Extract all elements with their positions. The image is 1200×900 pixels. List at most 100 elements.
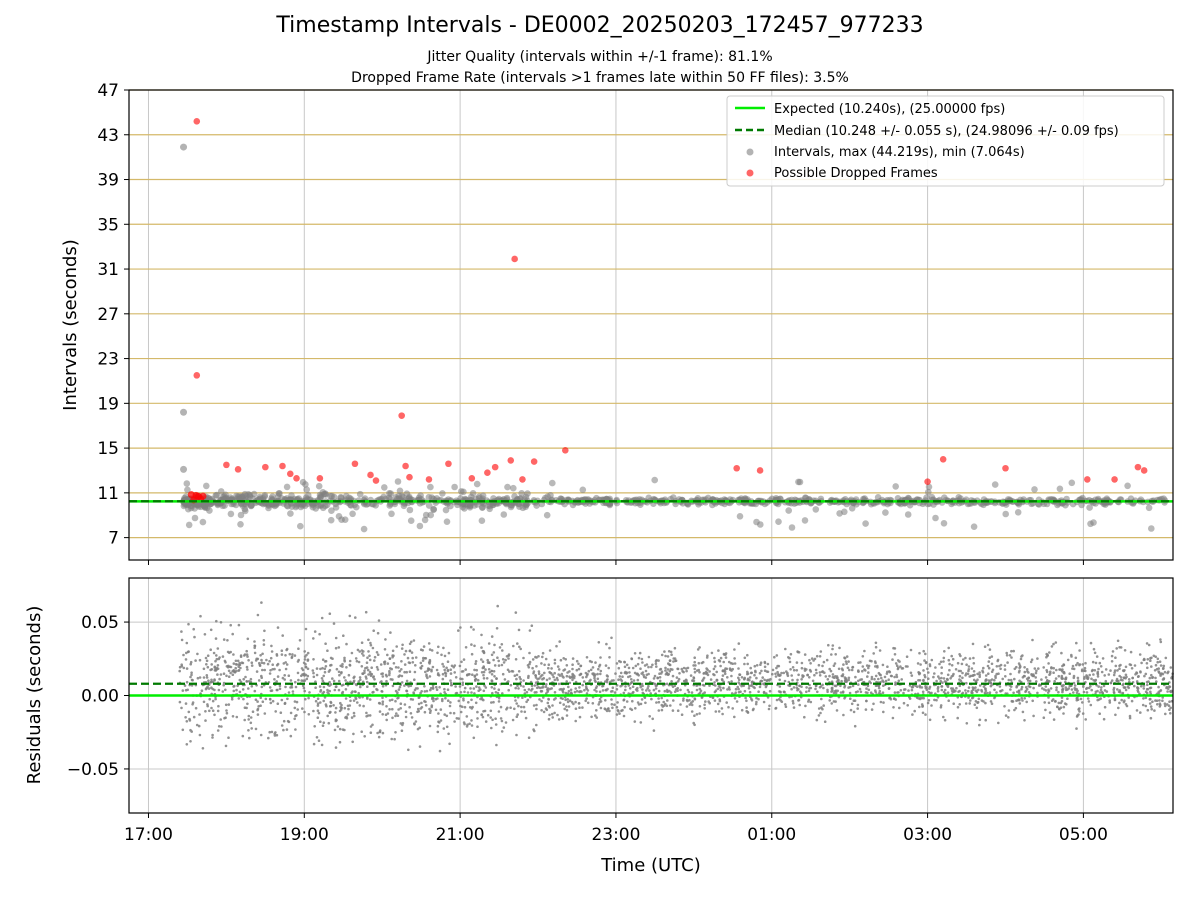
residual-point	[213, 688, 216, 692]
residual-point	[958, 674, 962, 678]
residual-point	[686, 688, 690, 692]
residual-point	[817, 707, 821, 710]
residual-point	[978, 675, 981, 679]
residual-point	[324, 703, 328, 706]
dropped-frame-point	[519, 476, 526, 483]
intervals-y-tick-label: 43	[97, 126, 119, 146]
residual-point	[308, 691, 311, 694]
residual-point	[1060, 676, 1063, 679]
residual-point	[867, 688, 871, 692]
residual-point	[409, 684, 413, 688]
residual-point	[891, 658, 894, 661]
residual-point	[323, 660, 327, 663]
residual-point	[287, 691, 291, 694]
residual-point	[625, 663, 629, 667]
residual-point	[526, 664, 530, 667]
residual-point	[249, 721, 253, 725]
residual-point	[334, 685, 338, 689]
residual-point	[286, 697, 289, 701]
residual-point	[664, 669, 667, 672]
residual-point	[294, 728, 297, 731]
residual-point	[253, 646, 256, 650]
residual-point	[436, 697, 439, 700]
residual-point	[790, 687, 793, 691]
residual-point	[324, 665, 328, 668]
residual-point	[801, 675, 804, 679]
residual-point	[496, 656, 499, 659]
residual-point	[544, 685, 548, 688]
residual-point	[504, 658, 507, 662]
residual-point	[636, 678, 640, 682]
residual-point	[654, 662, 658, 665]
residual-point	[211, 699, 215, 703]
residual-point	[853, 699, 857, 702]
residual-point	[1104, 679, 1108, 683]
residual-point	[259, 733, 263, 737]
residual-point	[319, 667, 322, 671]
residual-point	[713, 660, 717, 663]
residual-point	[808, 658, 811, 662]
residual-point	[1098, 691, 1102, 694]
residual-point	[449, 679, 452, 682]
residual-point	[517, 670, 521, 673]
residual-point	[495, 627, 499, 630]
residual-point	[510, 669, 514, 673]
residual-point	[379, 663, 383, 666]
residual-point	[457, 699, 461, 703]
residual-point	[783, 679, 787, 683]
residual-point	[546, 688, 549, 691]
residual-point	[412, 639, 416, 642]
residuals-axes-frame	[128, 577, 1174, 814]
interval-point	[343, 492, 350, 500]
residual-point	[368, 654, 371, 658]
residual-point	[718, 699, 722, 703]
residual-point	[895, 675, 899, 679]
residual-point	[424, 670, 427, 674]
residual-point	[334, 646, 338, 650]
residual-point	[250, 727, 253, 730]
residual-point	[661, 705, 665, 708]
residual-point	[1122, 686, 1126, 689]
residual-point	[1036, 691, 1039, 695]
residual-point	[312, 637, 315, 640]
interval-point	[319, 504, 327, 512]
residual-point	[393, 737, 396, 741]
residual-point	[800, 661, 804, 665]
residual-point	[1078, 710, 1081, 713]
residual-point	[229, 665, 233, 669]
residual-point	[1021, 676, 1025, 679]
residual-point	[197, 724, 201, 728]
residual-point	[850, 702, 854, 706]
residual-point	[376, 631, 380, 635]
dropped-frame-point	[756, 467, 764, 474]
residual-point	[557, 668, 561, 671]
residual-point	[1060, 684, 1064, 687]
residual-point	[376, 731, 379, 735]
residual-point	[1007, 678, 1011, 682]
residual-point	[229, 671, 232, 675]
residual-point	[520, 710, 523, 713]
residual-point	[367, 673, 370, 676]
residual-point	[651, 717, 654, 721]
residual-point	[1010, 656, 1013, 659]
intervals-y-tick-label: 23	[97, 350, 119, 370]
residual-point	[519, 677, 522, 681]
residual-point	[997, 721, 1000, 725]
residual-point	[485, 677, 489, 680]
residual-point	[493, 687, 496, 690]
residual-point	[671, 668, 674, 671]
residual-point	[280, 653, 284, 656]
residual-point	[1090, 677, 1093, 681]
residual-point	[834, 684, 838, 688]
residual-point	[1124, 673, 1128, 677]
residual-point	[1156, 660, 1159, 664]
residual-point	[681, 670, 684, 673]
residual-point	[341, 690, 345, 694]
residual-point	[321, 724, 325, 727]
residual-point	[578, 715, 582, 719]
residual-point	[588, 659, 592, 663]
residual-point	[690, 703, 694, 707]
residual-point	[618, 712, 621, 715]
residual-point	[870, 675, 874, 679]
residual-point	[965, 681, 968, 685]
